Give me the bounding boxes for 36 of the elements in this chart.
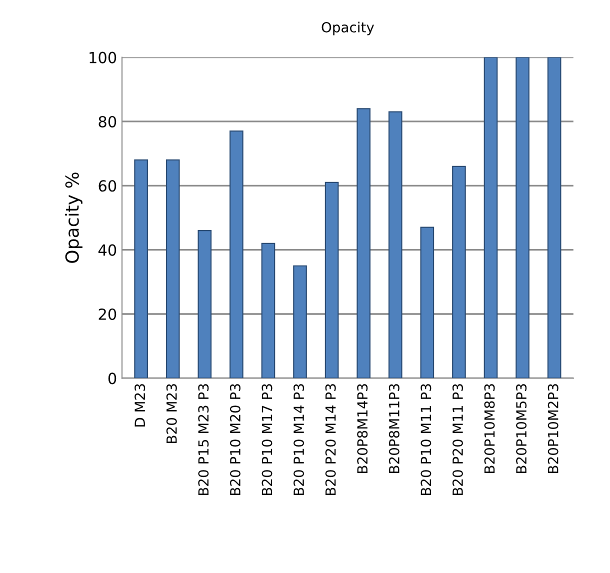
x-tick-label: B20 P15 M23 P3	[198, 384, 209, 496]
x-tick-label: B20 P20 M14 P3	[325, 384, 336, 496]
bar	[166, 159, 180, 378]
bar	[134, 159, 148, 378]
x-tick-label: B20 P20 M11 P3	[452, 384, 463, 496]
x-tick-label: D M23	[134, 384, 146, 426]
x-tick-label: B20 P10 M11 P3	[420, 384, 432, 496]
x-tick-label: B20 P10 M20 P3	[230, 384, 240, 496]
bar	[484, 57, 498, 378]
bar	[261, 242, 276, 378]
x-tick-label: B20P8M14P3	[357, 384, 368, 473]
y-tick-label: 80	[98, 116, 116, 128]
bar	[452, 166, 466, 378]
x-tick-label: B20 P10 M14 P3	[294, 384, 304, 496]
x-tick-label: B20P10M5P3	[516, 384, 527, 473]
bar	[356, 108, 371, 378]
bar	[230, 130, 244, 378]
y-tick-label: 100	[90, 52, 116, 64]
bar	[420, 226, 434, 378]
bar	[388, 111, 402, 378]
y-tick-label: 20	[98, 308, 116, 320]
x-tick-label: B20P10M8P3	[484, 384, 495, 473]
x-tick-label: B20P10M2P3	[548, 384, 558, 473]
x-tick-label: B20 P10 M17 P3	[262, 384, 272, 496]
y-axis-title: Opacity %	[64, 172, 82, 263]
bar	[547, 57, 562, 378]
bar	[198, 230, 212, 378]
bar	[516, 57, 530, 378]
bar	[293, 265, 307, 378]
y-tick-label: 40	[98, 244, 116, 256]
x-tick-label: B20 M23	[166, 384, 177, 443]
y-tick-label: 0	[108, 372, 116, 384]
y-tick-label: 60	[98, 180, 116, 192]
x-tick-label: B20P8M11P3	[388, 384, 400, 473]
chart-title: Opacity	[322, 22, 374, 36]
bar	[324, 182, 339, 378]
